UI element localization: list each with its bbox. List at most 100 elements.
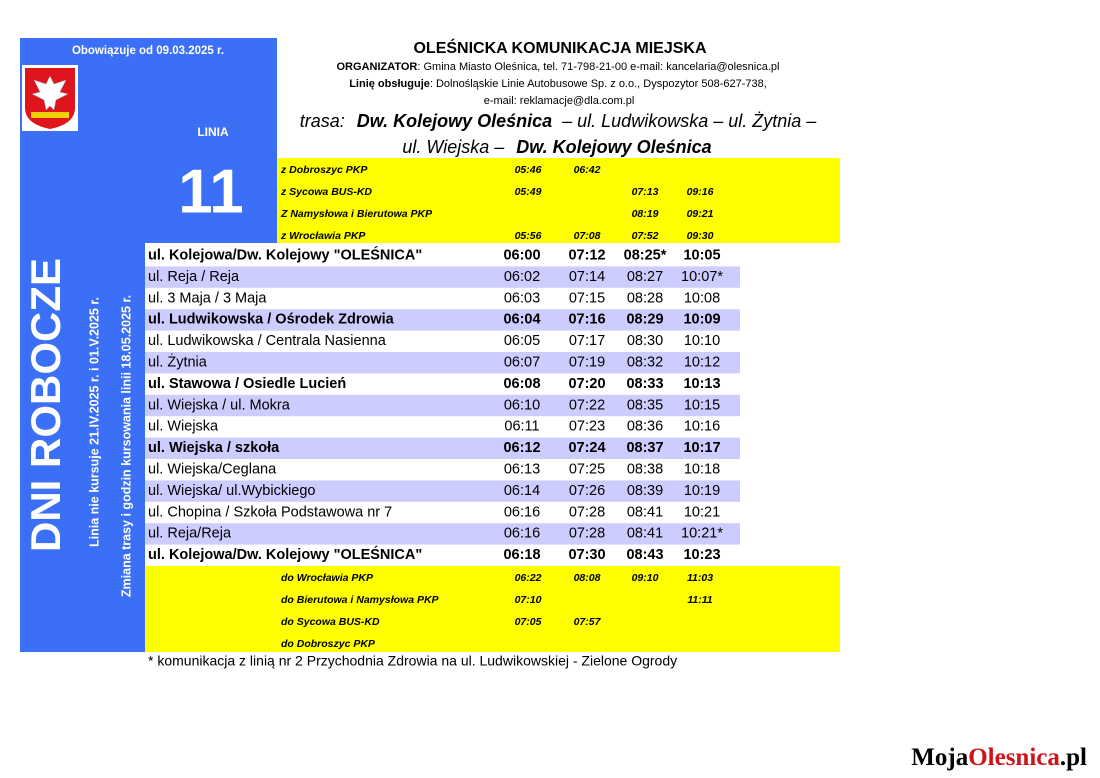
route-stop: Dw. Kolejowy Oleśnica xyxy=(357,111,552,131)
row-shade xyxy=(145,352,740,374)
connection-time: 07:05 xyxy=(515,616,542,628)
departure-time: 06:04 xyxy=(503,312,540,328)
connection-destination: do Sycowa BUS-KD xyxy=(281,616,380,628)
stop-name: ul. Wiejska xyxy=(148,419,219,435)
stop-name: ul. Reja/Reja xyxy=(148,526,232,542)
connection-time: 07:57 xyxy=(574,616,602,628)
route-stop: ul. Wiejska – xyxy=(402,137,505,157)
departure-time: 06:00 xyxy=(503,248,540,264)
watermark: MojaOlesnica.pl xyxy=(911,744,1087,771)
departure-time: 08:35 xyxy=(627,397,663,413)
row-shade xyxy=(145,266,740,288)
departure-time: 07:28 xyxy=(569,526,605,542)
departure-time: 08:37 xyxy=(626,440,663,456)
departure-time: 10:09 xyxy=(683,312,720,328)
departure-time: 06:18 xyxy=(503,547,540,563)
departure-time: 06:07 xyxy=(504,355,540,371)
operator: Linię obsługuje: Dolnośląskie Linie Auto… xyxy=(349,78,767,90)
arrival-time: 09:30 xyxy=(687,230,714,242)
departure-time: 06:08 xyxy=(503,376,540,392)
departure-time: 10:08 xyxy=(684,290,720,306)
row-shade xyxy=(145,309,740,331)
arrival-time: 05:46 xyxy=(515,164,542,176)
line-label: LINIA xyxy=(197,125,229,139)
organizer-label: ORGANIZATOR xyxy=(337,61,418,73)
stop-name: ul. Wiejska / ul. Mokra xyxy=(148,397,291,413)
departure-time: 08:41 xyxy=(627,526,663,542)
title: OLEŚNICKA KOMUNIKACJA MIEJSKA xyxy=(413,38,707,57)
watermark-part: Moja xyxy=(911,744,968,771)
stop-name: ul. Kolejowa/Dw. Kolejowy "OLEŚNICA" xyxy=(148,246,422,264)
arrival-time: 08:19 xyxy=(632,208,659,220)
stop-name: ul. Żytnia xyxy=(148,353,208,371)
row-shade xyxy=(145,480,740,502)
arrival-time: 05:49 xyxy=(515,186,542,198)
departure-time: 07:22 xyxy=(569,397,605,413)
connection-destination: do Bierutowa i Namysłowa PKP xyxy=(281,594,440,606)
departure-time: 08:41 xyxy=(627,504,663,520)
stop-name: ul. Ludwikowska / Ośrodek Zdrowia xyxy=(148,312,395,328)
departure-time: 07:25 xyxy=(569,462,605,478)
departure-time: 08:25* xyxy=(624,248,667,264)
organizer-text: : Gmina Miasto Oleśnica, tel. 71-798-21-… xyxy=(417,61,779,73)
arrival-time: 09:16 xyxy=(687,186,714,198)
departure-time: 10:15 xyxy=(684,397,720,413)
departure-time: 06:16 xyxy=(504,504,540,520)
stop-rows xyxy=(145,266,740,545)
departure-time: 06:16 xyxy=(504,526,540,542)
connection-time: 07:10 xyxy=(515,594,542,606)
side-note: Zmiana trasy i godzin kursowania linii 1… xyxy=(119,295,133,597)
departure-time: 07:28 xyxy=(569,504,605,520)
departure-time: 08:29 xyxy=(626,312,663,328)
arrival-time: 07:08 xyxy=(574,230,601,242)
stop-name: ul. Chopina / Szkoła Podstawowa nr 7 xyxy=(148,504,392,520)
departure-time: 07:23 xyxy=(569,419,605,435)
connection-destination: do Dobroszyc PKP xyxy=(281,638,376,650)
arrival-origin: z Sycowa BUS-KD xyxy=(280,186,372,198)
departures-panel xyxy=(145,566,840,652)
arrival-origin: z Wrocławia PKP xyxy=(280,230,366,242)
route-stop: – ul. Ludwikowska – ul. Żytnia – xyxy=(561,111,817,131)
departure-time: 08:36 xyxy=(627,419,663,435)
arrival-origin: z Dobroszyc PKP xyxy=(280,164,368,176)
departure-time: 10:12 xyxy=(684,355,720,371)
arrival-time: 07:52 xyxy=(632,230,659,242)
connection-time: 09:10 xyxy=(632,572,659,584)
connection-destination: do Wrocławia PKP xyxy=(281,572,374,584)
departure-time: 08:43 xyxy=(626,547,663,563)
departure-time: 10:19 xyxy=(684,483,720,499)
departure-time: 06:13 xyxy=(504,462,540,478)
departure-time: 10:21 xyxy=(684,504,720,520)
watermark-part: .pl xyxy=(1060,744,1087,771)
departure-time: 10:10 xyxy=(684,333,720,349)
departure-time: 08:32 xyxy=(627,355,663,371)
stop-name: ul. Ludwikowska / Centrala Nasienna xyxy=(148,333,387,349)
stop-name: ul. Kolejowa/Dw. Kolejowy "OLEŚNICA" xyxy=(148,545,422,563)
operator-label: Linię obsługuje xyxy=(349,78,430,90)
departure-time: 06:03 xyxy=(504,290,540,306)
arrival-origin: Z Namysłowa i Bierutowa PKP xyxy=(280,208,433,220)
departure-time: 06:12 xyxy=(503,440,540,456)
stop-name: ul. Stawowa / Osiedle Lucień xyxy=(148,376,346,392)
departure-time: 07:26 xyxy=(569,483,605,499)
arrivals-panel xyxy=(277,158,840,243)
departure-time: 08:28 xyxy=(627,290,663,306)
departure-time: 06:10 xyxy=(504,397,540,413)
departure-time: 07:12 xyxy=(568,248,605,264)
arrival-time: 09:21 xyxy=(687,208,714,220)
departure-time: 07:16 xyxy=(568,312,605,328)
departure-time: 10:23 xyxy=(683,547,720,563)
stop-name: ul. Reja / Reja xyxy=(148,269,240,285)
departure-time: 08:38 xyxy=(627,462,663,478)
departure-time: 07:15 xyxy=(569,290,605,306)
departure-time: 07:30 xyxy=(568,547,605,563)
departure-time: 06:02 xyxy=(504,269,540,285)
arms-eagle xyxy=(31,75,69,111)
blue-side-panel xyxy=(20,243,145,652)
row-shade xyxy=(145,523,740,545)
arms-band xyxy=(31,112,69,118)
watermark-part: Olesnica xyxy=(968,744,1060,771)
connection-time: 11:03 xyxy=(687,572,713,584)
